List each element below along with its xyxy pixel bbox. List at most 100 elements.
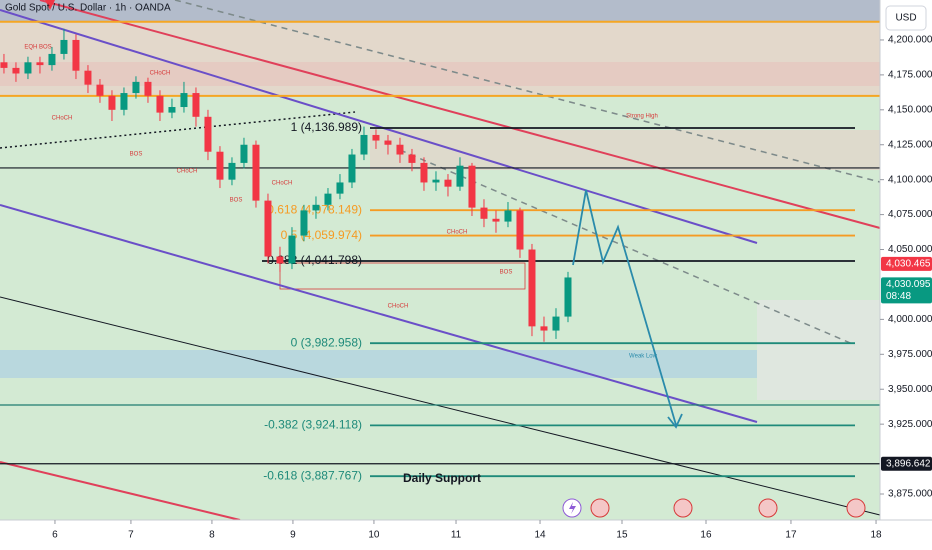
candle-body <box>228 162 236 180</box>
candle-body <box>312 204 320 211</box>
candle-body <box>456 165 464 187</box>
fib-label: 1 (4,136.989) <box>291 120 362 134</box>
countdown: 08:48 <box>886 291 911 302</box>
candle-body <box>288 235 296 264</box>
y-tick-label: 3,975.000 <box>888 349 932 360</box>
y-tick-label: 4,125.000 <box>888 139 932 150</box>
y-tick-label: 4,050.000 <box>888 244 932 255</box>
trendline <box>0 296 881 516</box>
candle-body <box>516 210 524 250</box>
marker <box>45 0 55 10</box>
zone <box>0 0 880 22</box>
time-axis <box>0 520 880 550</box>
candle-body <box>48 53 56 66</box>
x-tick-label: 10 <box>368 530 380 541</box>
candle-body <box>276 256 284 264</box>
candle-body <box>60 39 68 54</box>
annotation: Daily Support <box>403 471 481 485</box>
candle-body <box>84 70 92 85</box>
channel-line <box>0 9 758 244</box>
annotation: EQH BOS <box>24 45 51 51</box>
y-tick-label: 4,150.000 <box>888 104 932 115</box>
candle-body <box>156 95 164 113</box>
choch-box <box>279 262 526 290</box>
event-icon-glyph <box>569 502 576 514</box>
trendline <box>0 461 241 521</box>
x-tick-label: 11 <box>451 530 462 541</box>
y-tick-label: 4,200.000 <box>888 35 932 46</box>
trendline <box>399 149 856 346</box>
candle-body <box>252 144 260 201</box>
candle-body <box>504 210 512 222</box>
candle-body <box>432 179 440 183</box>
event-icon[interactable] <box>758 498 778 518</box>
event-icon[interactable] <box>846 498 866 518</box>
x-tick-label: 18 <box>870 530 882 541</box>
annotation: Strong High <box>626 114 658 120</box>
x-tick-label: 9 <box>290 530 296 541</box>
candle-body <box>372 134 380 141</box>
candle-body <box>336 182 344 194</box>
candle-body <box>324 193 332 205</box>
annotation: CHoCH <box>388 304 409 310</box>
candle-body <box>552 316 560 331</box>
candle-body <box>300 210 308 236</box>
x-tick-label: 7 <box>128 530 134 541</box>
zone <box>0 62 880 86</box>
candle-body <box>240 144 248 163</box>
y-tick-label: 4,175.000 <box>888 70 932 81</box>
candle-body <box>564 277 572 317</box>
zone <box>757 300 880 400</box>
annotation: CHoCH <box>150 71 171 77</box>
y-tick-label: 4,075.000 <box>888 209 932 220</box>
y-tick-label: 4,000.000 <box>888 314 932 325</box>
candle-body <box>108 95 116 110</box>
price-label-box <box>881 277 932 304</box>
candle-body <box>468 165 476 208</box>
price-label: 4,030.465 <box>886 258 931 269</box>
annotation: CHoCH <box>52 116 73 122</box>
currency: USD <box>895 13 916 24</box>
zone <box>0 350 880 378</box>
y-tick-label: 3,875.000 <box>888 489 932 500</box>
candle-body <box>144 81 152 96</box>
candle-body <box>204 116 212 152</box>
candle-body <box>0 62 8 68</box>
trendline <box>174 0 881 183</box>
x-tick-label: 8 <box>209 530 215 541</box>
candle-body <box>492 218 500 222</box>
fib-label: -0.382 (3,924.118) <box>264 418 362 432</box>
candle-body <box>444 179 452 187</box>
plot: 1 (4,136.989)0.618 (4,078.149)0.5 (4,059… <box>0 20 880 485</box>
event-icon[interactable] <box>673 498 693 518</box>
annotation: BOS <box>130 152 143 158</box>
event-icon[interactable] <box>590 498 610 518</box>
candle-body <box>216 151 224 180</box>
currency-button[interactable] <box>885 5 927 31</box>
annotation: BOS <box>230 198 243 204</box>
y-tick-label: 3,925.000 <box>888 419 932 430</box>
price-label-box <box>881 456 932 471</box>
candle-body <box>360 134 368 155</box>
candle-body <box>408 154 416 163</box>
price-label-box <box>881 256 932 271</box>
x-tick-label: 14 <box>534 530 546 541</box>
candle-body <box>132 81 140 94</box>
candle-body <box>528 249 536 327</box>
y-tick-label: 3,950.000 <box>888 384 932 395</box>
candle-body <box>72 39 80 71</box>
x-tick-label: 6 <box>52 530 58 541</box>
candle-body <box>396 144 404 155</box>
candle-body <box>180 93 188 108</box>
chart-title: Gold Spot / U.S. Dollar · 1h · OANDA <box>5 3 171 14</box>
candle-body <box>96 84 104 96</box>
candle-body <box>168 107 176 113</box>
x-tick-label: 16 <box>700 530 712 541</box>
candle-body <box>36 62 44 66</box>
price-label: 4,030.095 <box>886 279 931 290</box>
y-tick-label: 4,100.000 <box>888 174 932 185</box>
annotation: CHoCH <box>177 169 198 175</box>
candle-body <box>264 200 272 257</box>
fib-label: -0.618 (3,887.767) <box>263 468 362 482</box>
